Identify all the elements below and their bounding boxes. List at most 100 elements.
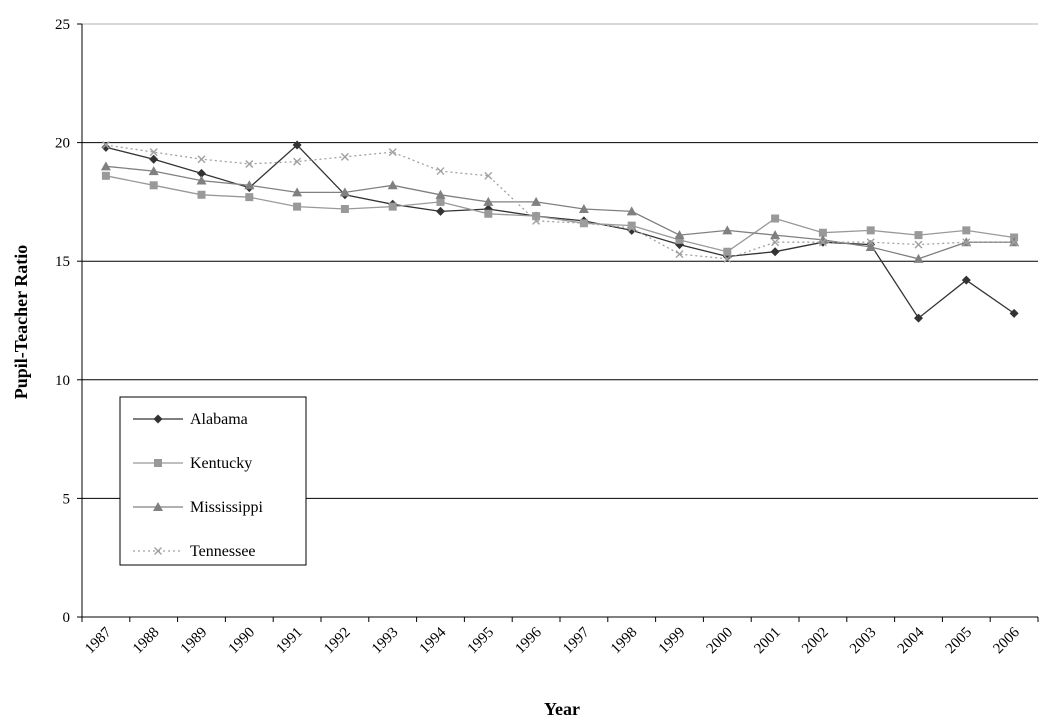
data-point — [484, 171, 493, 180]
data-point — [627, 221, 636, 230]
data-point — [149, 181, 158, 190]
data-point — [197, 155, 206, 164]
x-tick-label: 1992 — [321, 625, 354, 658]
data-point — [339, 187, 350, 197]
data-point — [962, 238, 971, 247]
x-tick-label: 1987 — [82, 624, 115, 657]
y-tick-label: 10 — [55, 373, 70, 389]
legend-marker — [154, 547, 162, 555]
data-point — [961, 275, 971, 285]
data-point — [674, 230, 685, 240]
series-mississippi — [100, 161, 1020, 263]
x-tick-label: 2005 — [943, 625, 976, 658]
x-tick-label: 1990 — [226, 625, 259, 658]
data-point — [484, 209, 493, 218]
legend-item-tennessee: Tennessee — [133, 543, 256, 560]
series-tennessee — [101, 140, 1019, 263]
legend: Alabama Kentucky Mississippi Tennessee — [119, 396, 307, 566]
data-point — [292, 187, 303, 197]
data-point — [293, 202, 302, 211]
data-point — [197, 190, 206, 199]
data-point — [483, 196, 494, 206]
data-point — [435, 189, 446, 199]
data-point — [818, 238, 827, 247]
data-point — [627, 223, 636, 232]
x-axis-title: Year — [544, 699, 580, 719]
series-line — [105, 175, 1015, 253]
data-point — [675, 235, 684, 244]
data-point — [196, 175, 207, 185]
y-tick-label: 15 — [55, 254, 70, 270]
data-point — [866, 238, 875, 247]
data-point — [722, 225, 733, 235]
legend-item-mississippi: Mississippi — [133, 499, 263, 516]
x-tick-label: 1993 — [369, 625, 402, 658]
y-tick-label: 5 — [63, 491, 71, 507]
data-point — [340, 152, 349, 161]
data-point — [245, 159, 254, 168]
x-tick-label: 2003 — [847, 625, 880, 658]
x-tick-label: 1995 — [465, 625, 498, 658]
data-point — [148, 166, 159, 176]
data-point — [914, 240, 923, 249]
data-point — [532, 212, 541, 221]
data-point — [578, 204, 589, 214]
y-tick-label: 20 — [55, 136, 70, 152]
y-axis-title: Pupil-Teacher Ratio — [11, 245, 31, 400]
data-point — [101, 171, 110, 180]
data-point — [531, 196, 542, 206]
data-point — [100, 161, 111, 171]
x-tick-label: 2004 — [895, 624, 928, 657]
data-point — [866, 226, 875, 235]
data-point — [340, 205, 349, 214]
data-point — [770, 230, 781, 240]
data-point — [913, 253, 924, 263]
data-point — [197, 168, 206, 178]
legend-label: Kentucky — [190, 455, 252, 472]
data-point — [388, 148, 397, 157]
x-tick-label: 1997 — [560, 624, 593, 657]
x-tick-label: 2006 — [990, 624, 1023, 657]
series-line — [105, 144, 1015, 320]
y-axis-ticks: 0 5 10 15 20 25 — [55, 17, 82, 626]
data-point — [579, 219, 588, 228]
data-point — [770, 247, 780, 257]
data-point — [532, 216, 541, 225]
legend-marker — [153, 414, 163, 424]
x-tick-label: 1989 — [178, 625, 211, 658]
data-point — [244, 180, 255, 190]
series-group — [100, 140, 1020, 323]
series-line — [105, 144, 1015, 260]
data-point — [865, 241, 876, 251]
data-point — [149, 148, 158, 157]
legend-box — [119, 396, 307, 566]
legend-label: Tennessee — [190, 543, 256, 560]
data-point — [101, 140, 110, 149]
data-point — [149, 154, 159, 164]
data-point — [914, 231, 923, 240]
x-tick-label: 2001 — [751, 625, 784, 658]
data-point — [914, 313, 923, 323]
legend-marker — [153, 502, 163, 511]
x-tick-label: 1991 — [273, 625, 306, 658]
x-axis-ticks: 1987 1988 1989 1990 1991 1992 1993 1994 1995 1996… — [81, 617, 1039, 658]
x-tick-label: 2000 — [704, 625, 737, 658]
y-tick-label: 0 — [63, 610, 71, 626]
series-line — [105, 165, 1015, 260]
legend-label: Alabama — [190, 411, 248, 428]
data-point — [245, 193, 254, 202]
data-point — [817, 234, 828, 244]
x-tick-label: 2002 — [799, 625, 832, 658]
y-tick-label: 25 — [55, 17, 70, 33]
data-point — [626, 206, 637, 216]
legend-item-kentucky: Kentucky — [133, 455, 252, 472]
x-tick-label: 1998 — [608, 625, 641, 658]
x-tick-label: 1994 — [417, 624, 450, 657]
x-tick-label: 1988 — [130, 625, 163, 658]
data-point — [818, 228, 827, 237]
x-tick-label: 1999 — [656, 625, 689, 658]
data-point — [436, 206, 445, 216]
data-point — [675, 250, 684, 259]
data-point — [723, 254, 732, 263]
